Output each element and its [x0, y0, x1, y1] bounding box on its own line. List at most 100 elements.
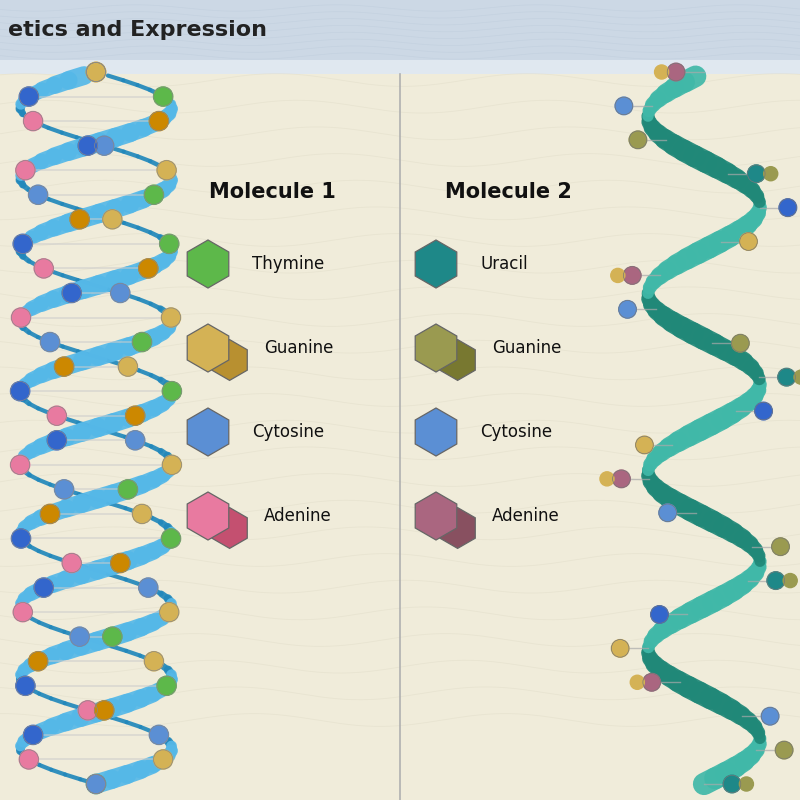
Circle shape: [23, 726, 42, 745]
Circle shape: [13, 602, 32, 622]
Circle shape: [29, 652, 48, 671]
Circle shape: [144, 652, 163, 671]
Circle shape: [23, 111, 42, 130]
Circle shape: [41, 504, 60, 523]
Circle shape: [144, 185, 163, 204]
Circle shape: [650, 606, 668, 623]
Circle shape: [110, 554, 130, 573]
Circle shape: [62, 554, 82, 573]
Circle shape: [654, 65, 669, 79]
Circle shape: [636, 436, 654, 454]
Circle shape: [154, 87, 173, 106]
Circle shape: [747, 165, 765, 182]
FancyBboxPatch shape: [0, 60, 800, 74]
Circle shape: [110, 283, 130, 302]
Circle shape: [78, 701, 98, 720]
Text: Molecule 1: Molecule 1: [209, 182, 335, 202]
Circle shape: [132, 504, 151, 523]
Text: Thymine: Thymine: [252, 255, 324, 273]
Circle shape: [754, 402, 772, 420]
Text: Guanine: Guanine: [492, 339, 562, 357]
Circle shape: [659, 504, 677, 522]
Text: Cytosine: Cytosine: [480, 423, 552, 441]
Polygon shape: [212, 339, 247, 380]
Text: Molecule 2: Molecule 2: [445, 182, 571, 202]
Text: Adenine: Adenine: [492, 507, 560, 525]
Circle shape: [150, 726, 169, 745]
Circle shape: [623, 266, 641, 284]
Circle shape: [19, 750, 38, 769]
Circle shape: [783, 574, 798, 588]
Circle shape: [610, 268, 625, 282]
Polygon shape: [187, 324, 229, 372]
Circle shape: [10, 455, 30, 474]
Circle shape: [613, 470, 630, 488]
Circle shape: [723, 775, 741, 793]
Circle shape: [643, 674, 661, 691]
Circle shape: [11, 529, 30, 548]
Circle shape: [630, 675, 644, 690]
Circle shape: [794, 370, 800, 384]
Circle shape: [162, 529, 181, 548]
Circle shape: [772, 538, 790, 555]
Polygon shape: [212, 507, 247, 549]
Circle shape: [138, 578, 158, 597]
Circle shape: [102, 210, 122, 229]
Polygon shape: [187, 240, 229, 288]
Text: Guanine: Guanine: [264, 339, 334, 357]
Text: etics and Expression: etics and Expression: [8, 20, 267, 40]
Circle shape: [47, 406, 66, 426]
Circle shape: [70, 210, 90, 229]
Circle shape: [157, 676, 176, 695]
Circle shape: [600, 472, 614, 486]
Circle shape: [739, 777, 754, 791]
Circle shape: [41, 333, 60, 352]
Circle shape: [78, 136, 98, 155]
Circle shape: [775, 742, 793, 759]
Circle shape: [162, 455, 182, 474]
Polygon shape: [415, 240, 457, 288]
Circle shape: [70, 627, 90, 646]
Circle shape: [86, 62, 106, 82]
Circle shape: [11, 308, 30, 327]
Text: Adenine: Adenine: [264, 507, 332, 525]
Circle shape: [10, 382, 30, 401]
Circle shape: [138, 259, 158, 278]
Circle shape: [34, 259, 54, 278]
Polygon shape: [415, 408, 457, 456]
Circle shape: [94, 136, 114, 155]
Circle shape: [47, 430, 66, 450]
Circle shape: [86, 62, 106, 82]
Circle shape: [86, 774, 106, 794]
Circle shape: [778, 368, 795, 386]
FancyBboxPatch shape: [0, 0, 800, 60]
Circle shape: [615, 97, 633, 114]
Circle shape: [150, 111, 169, 130]
Circle shape: [126, 406, 145, 426]
Circle shape: [86, 774, 106, 794]
Circle shape: [126, 430, 145, 450]
Polygon shape: [440, 339, 475, 380]
Circle shape: [767, 572, 785, 590]
Circle shape: [157, 161, 176, 180]
Circle shape: [667, 63, 685, 81]
Circle shape: [762, 707, 779, 725]
Circle shape: [731, 334, 749, 352]
Circle shape: [13, 234, 32, 254]
Polygon shape: [440, 507, 475, 549]
Circle shape: [764, 166, 778, 181]
Circle shape: [162, 382, 182, 401]
Circle shape: [102, 627, 122, 646]
Circle shape: [34, 578, 54, 597]
Polygon shape: [415, 492, 457, 540]
Circle shape: [62, 283, 82, 302]
Circle shape: [618, 301, 636, 318]
Circle shape: [19, 87, 38, 106]
Circle shape: [154, 750, 173, 769]
Circle shape: [160, 602, 179, 622]
Circle shape: [16, 161, 35, 180]
Circle shape: [132, 333, 151, 352]
Polygon shape: [187, 492, 229, 540]
Circle shape: [54, 480, 74, 499]
Circle shape: [779, 199, 797, 217]
